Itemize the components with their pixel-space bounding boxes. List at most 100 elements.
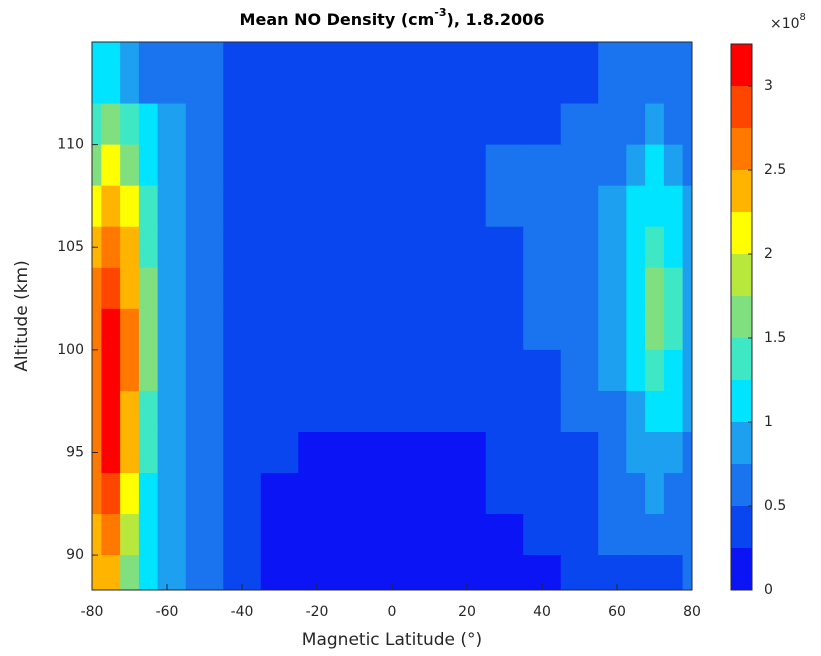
colorbar-band xyxy=(731,86,752,128)
contour-cell xyxy=(598,431,627,474)
contour-cell xyxy=(157,473,187,515)
contour-cell xyxy=(373,390,412,433)
contour-cell xyxy=(157,103,187,146)
contour-cell xyxy=(485,42,524,105)
contour-cell xyxy=(223,349,262,392)
plot-area xyxy=(92,42,692,590)
contour-cell xyxy=(626,555,646,590)
contour-cell xyxy=(448,144,487,187)
contour-cell xyxy=(223,42,262,105)
contour-cell xyxy=(598,144,627,187)
contour-cell xyxy=(373,185,412,228)
contour-cell xyxy=(138,555,159,590)
contour-cell xyxy=(101,431,121,474)
contour-cell xyxy=(682,103,692,146)
contour-cell xyxy=(185,308,224,351)
contour-cell xyxy=(598,103,627,146)
contour-cell xyxy=(560,185,599,228)
contour-cell xyxy=(410,555,449,590)
contour-cell xyxy=(298,185,337,228)
contour-cell xyxy=(223,308,262,351)
contour-cell xyxy=(92,555,102,590)
contour-cell xyxy=(120,431,140,474)
contour-cell xyxy=(448,390,487,433)
chart-title: Mean NO Density (cm-3), 1.8.2006 xyxy=(240,6,545,29)
contour-cell xyxy=(682,349,692,392)
contour-cell xyxy=(138,103,159,146)
contour-cell xyxy=(560,555,599,590)
contour-cell xyxy=(92,514,102,556)
contour-cell xyxy=(448,226,487,269)
contour-cell xyxy=(298,103,337,146)
contour-cell xyxy=(120,349,140,392)
colorbar-frame xyxy=(730,43,753,591)
contour-cell xyxy=(560,226,599,269)
contour-cell xyxy=(260,514,299,556)
x-tick-label: 20 xyxy=(458,604,476,620)
contour-cell xyxy=(138,349,159,392)
contour-cell xyxy=(157,514,187,556)
contour-cell xyxy=(335,555,374,590)
contour-cell xyxy=(157,308,187,351)
title-text: Mean NO Density (cm xyxy=(240,10,435,29)
contour-cell xyxy=(410,514,449,556)
contour-cell xyxy=(598,308,627,351)
contour-cell xyxy=(663,185,684,228)
contour-cell xyxy=(682,144,692,187)
contour-cell xyxy=(101,473,121,515)
contour-cell xyxy=(120,226,140,269)
contour-cell xyxy=(157,555,187,590)
contour-cell xyxy=(92,473,102,515)
contour-cell xyxy=(185,514,224,556)
contour-cell xyxy=(485,390,524,433)
x-tick-label: -20 xyxy=(306,604,329,620)
contour-cell xyxy=(298,42,337,105)
contour-cell xyxy=(298,514,337,556)
contour-cell xyxy=(682,42,692,105)
colorbar-band xyxy=(731,464,752,506)
colorbar-tick-label: 1.5 xyxy=(764,330,786,346)
contour-cell xyxy=(260,103,299,146)
colorbar-band xyxy=(731,548,752,590)
contour-cell xyxy=(485,473,524,515)
contour-cell xyxy=(120,42,140,105)
contour-cell xyxy=(682,431,692,474)
contour-cell xyxy=(485,267,524,310)
contour-cell xyxy=(138,144,159,187)
contour-cell xyxy=(663,431,684,474)
contour-cell xyxy=(485,103,524,146)
contour-cell xyxy=(335,349,374,392)
contour-cell xyxy=(523,473,562,515)
contour-cell xyxy=(410,308,449,351)
contour-cell xyxy=(335,514,374,556)
contour-cell xyxy=(448,308,487,351)
contour-cell xyxy=(682,555,692,590)
contour-cell xyxy=(598,349,627,392)
contour-cell xyxy=(101,226,121,269)
colorbar-band xyxy=(731,380,752,422)
contour-cell xyxy=(523,431,562,474)
contour-cell xyxy=(335,473,374,515)
contour-cell xyxy=(260,308,299,351)
contour-cell xyxy=(626,267,646,310)
contour-cell xyxy=(223,390,262,433)
contour-cell xyxy=(626,308,646,351)
contour-cell xyxy=(682,308,692,351)
contour-cell xyxy=(663,308,684,351)
contour-cell xyxy=(298,308,337,351)
contour-cell xyxy=(260,473,299,515)
contour-cell xyxy=(120,185,140,228)
contour-cell xyxy=(260,390,299,433)
contour-cell xyxy=(645,473,665,515)
contour-cell xyxy=(682,514,692,556)
contour-cell xyxy=(410,185,449,228)
contour-cell xyxy=(645,349,665,392)
contour-cell xyxy=(682,390,692,433)
y-tick-label: 105 xyxy=(57,239,84,255)
contour-cell xyxy=(298,431,337,474)
contour-cell xyxy=(335,267,374,310)
contour-cell xyxy=(185,42,224,105)
contour-cell xyxy=(645,555,665,590)
colorbar-power: 8 xyxy=(800,12,806,23)
contour-cell xyxy=(92,308,102,351)
